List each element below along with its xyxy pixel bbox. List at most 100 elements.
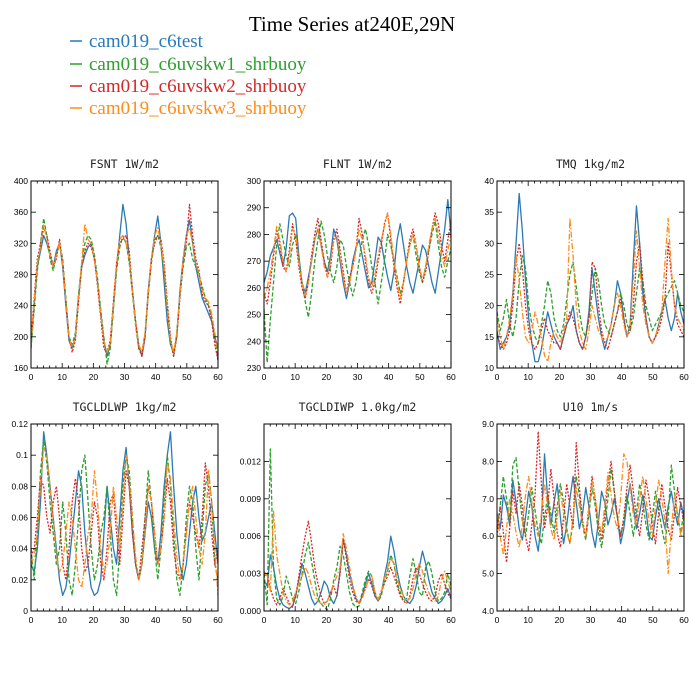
series-tmq-2 xyxy=(497,255,684,344)
ytick-label-fsnt-4: 320 xyxy=(14,238,28,248)
panel-title-tmq: TMQ 1kg/m2 xyxy=(556,157,625,171)
ytick-label-fsnt-5: 360 xyxy=(14,207,28,217)
xtick-label-u10-4: 40 xyxy=(617,615,627,625)
ytick-label-flnt-3: 260 xyxy=(247,283,261,293)
ytick-label-tgcldiwp-4: 0.012 xyxy=(240,456,262,466)
ytick-label-u10-2: 6.0 xyxy=(482,531,494,541)
series-flnt-2 xyxy=(264,220,451,364)
ytick-label-u10-3: 7.0 xyxy=(482,494,494,504)
xtick-label-tmq-0: 0 xyxy=(495,372,500,382)
ytick-label-tgcldlwp-1: 0.02 xyxy=(11,575,28,585)
xtick-label-fsnt-6: 60 xyxy=(213,372,223,382)
xtick-label-u10-3: 30 xyxy=(586,615,596,625)
xtick-label-fsnt-4: 40 xyxy=(151,372,161,382)
series-fsnt-2 xyxy=(31,217,218,365)
panel-title-tgcldiwp: TGCLDIWP 1.0kg/m2 xyxy=(299,400,417,414)
series-group-tmq xyxy=(497,192,684,363)
xtick-label-u10-0: 0 xyxy=(495,615,500,625)
legend-label-4: cam019_c6uvskw3_shrbuoy xyxy=(89,98,307,119)
series-u10-4 xyxy=(497,453,684,575)
series-u10-3 xyxy=(497,430,684,564)
ytick-label-tgcldiwp-2: 0.006 xyxy=(240,531,262,541)
xtick-label-tmq-1: 10 xyxy=(523,372,533,382)
xtick-label-tmq-4: 40 xyxy=(617,372,627,382)
ytick-label-fsnt-0: 160 xyxy=(14,363,28,373)
ytick-label-u10-1: 5.0 xyxy=(482,569,494,579)
xtick-label-fsnt-5: 50 xyxy=(182,372,192,382)
ytick-label-u10-0: 4.0 xyxy=(482,606,494,616)
xtick-label-tmq-3: 30 xyxy=(586,372,596,382)
panel-fsnt: FSNT 1W/m2 0 10 20 30 40 50 60 160 200 240 280 320 36… xyxy=(14,157,223,382)
xtick-label-tgcldiwp-0: 0 xyxy=(262,615,267,625)
xtick-label-u10-5: 50 xyxy=(648,615,658,625)
xtick-label-flnt-2: 20 xyxy=(322,372,332,382)
ytick-label-tmq-2: 20 xyxy=(485,301,495,311)
ytick-label-tmq-1: 15 xyxy=(485,332,495,342)
legend: cam019_c6testcam019_c6uvskw1_shrbuoycam0… xyxy=(70,31,307,119)
xtick-label-fsnt-0: 0 xyxy=(29,372,34,382)
ytick-label-tmq-0: 10 xyxy=(485,363,495,373)
ytick-label-tgcldlwp-5: 0.1 xyxy=(16,450,28,460)
ytick-label-flnt-0: 230 xyxy=(247,363,261,373)
panel-title-flnt: FLNT 1W/m2 xyxy=(323,157,392,171)
ytick-label-u10-4: 8.0 xyxy=(482,456,494,466)
panel-tgcldiwp: TGCLDIWP 1.0kg/m2 0 10 20 30 40 50 60 0.000 0.003… xyxy=(240,400,456,625)
xtick-label-flnt-6: 60 xyxy=(446,372,456,382)
series-group-fsnt xyxy=(31,203,218,365)
ytick-label-fsnt-1: 200 xyxy=(14,332,28,342)
xtick-label-tgcldiwp-1: 10 xyxy=(290,615,300,625)
xtick-label-tmq-6: 60 xyxy=(679,372,689,382)
ytick-label-tmq-3: 25 xyxy=(485,270,495,280)
xtick-label-tgcldlwp-4: 40 xyxy=(151,615,161,625)
xtick-label-flnt-5: 50 xyxy=(415,372,425,382)
ytick-label-tgcldiwp-0: 0.000 xyxy=(240,606,262,616)
series-group-flnt xyxy=(264,199,451,364)
ytick-label-u10-5: 9.0 xyxy=(482,419,494,429)
ytick-label-tgcldlwp-2: 0.04 xyxy=(11,544,28,554)
xtick-label-u10-6: 60 xyxy=(679,615,689,625)
ytick-label-tgcldlwp-4: 0.08 xyxy=(11,481,28,491)
xtick-label-flnt-0: 0 xyxy=(262,372,267,382)
panel-u10: U10 1m/s 0 10 20 30 40 50 60 4.0 5.0 6.0 7.0 8.0 9.0 xyxy=(482,400,689,625)
xtick-label-tgcldiwp-4: 40 xyxy=(384,615,394,625)
xtick-label-tmq-2: 20 xyxy=(555,372,565,382)
xtick-label-tmq-5: 50 xyxy=(648,372,658,382)
xtick-label-flnt-1: 10 xyxy=(290,372,300,382)
xtick-label-flnt-4: 40 xyxy=(384,372,394,382)
ytick-label-flnt-2: 250 xyxy=(247,310,261,320)
ytick-label-tmq-5: 35 xyxy=(485,207,495,217)
legend-label-1: cam019_c6test xyxy=(89,31,204,52)
ytick-label-flnt-6: 290 xyxy=(247,203,261,213)
series-fsnt-4 xyxy=(31,223,218,354)
xtick-label-fsnt-2: 20 xyxy=(89,372,99,382)
ytick-label-tmq-6: 40 xyxy=(485,176,495,186)
xtick-label-u10-1: 10 xyxy=(523,615,533,625)
xtick-label-tgcldiwp-5: 50 xyxy=(415,615,425,625)
panel-title-u10: U10 1m/s xyxy=(563,400,618,414)
series-tgcldlwp-2 xyxy=(31,438,218,597)
series-tgcldiwp-4 xyxy=(264,510,451,606)
ytick-label-tgcldlwp-3: 0.06 xyxy=(11,513,28,523)
ytick-label-fsnt-6: 400 xyxy=(14,176,28,186)
panel-title-tgcldlwp: TGCLDLWP 1kg/m2 xyxy=(73,400,177,414)
series-group-tgcldlwp xyxy=(31,431,218,597)
panel-flnt: FLNT 1W/m2 0 10 20 30 40 50 60 230 240 250 260 270 28… xyxy=(247,157,456,382)
series-tgcldlwp-3 xyxy=(31,462,218,581)
xtick-label-tgcldlwp-2: 20 xyxy=(89,615,99,625)
ytick-label-flnt-4: 270 xyxy=(247,256,261,266)
xtick-label-tgcldlwp-5: 50 xyxy=(182,615,192,625)
panels: FSNT 1W/m20 10 20 30 40 50 6016020024028032036… xyxy=(11,157,689,625)
ytick-label-flnt-5: 280 xyxy=(247,229,261,239)
ytick-label-flnt-7: 300 xyxy=(247,176,261,186)
series-tmq-4 xyxy=(497,217,684,363)
series-tgcldlwp-4 xyxy=(31,446,218,596)
xtick-label-tgcldlwp-6: 60 xyxy=(213,615,223,625)
ytick-label-tgcldiwp-3: 0.009 xyxy=(240,494,262,504)
figure-title: Time Series at240E,29N xyxy=(249,12,455,36)
series-flnt-4 xyxy=(264,212,451,300)
xtick-label-u10-2: 20 xyxy=(555,615,565,625)
ytick-label-flnt-1: 240 xyxy=(247,336,261,346)
